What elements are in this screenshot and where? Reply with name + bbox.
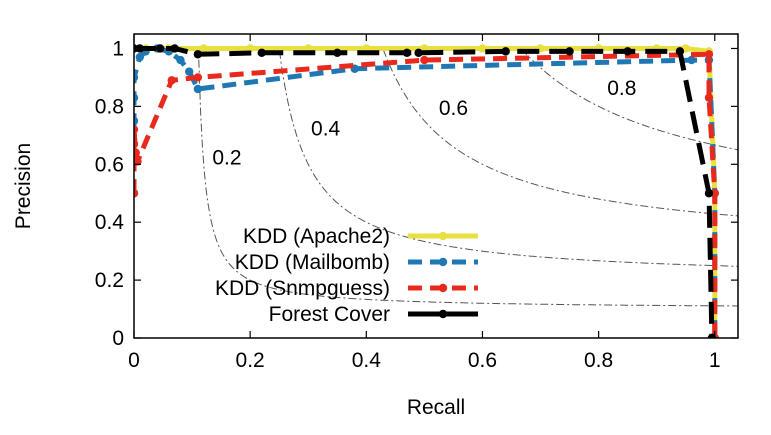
legend-marker xyxy=(438,283,448,293)
data-point xyxy=(333,48,342,58)
data-point xyxy=(245,44,255,53)
data-point xyxy=(167,76,176,85)
series-line xyxy=(134,46,718,338)
x-tick-label: 0 xyxy=(128,349,140,372)
x-tick-label: 0.8 xyxy=(584,349,613,372)
data-point xyxy=(257,48,266,58)
x-tick-label: 0.2 xyxy=(236,349,265,372)
data-point xyxy=(420,55,429,65)
x-tick-label: 1 xyxy=(709,349,721,372)
plot-frame xyxy=(133,33,739,339)
data-point xyxy=(414,48,423,58)
iso-f1-layer xyxy=(198,48,738,307)
data-point xyxy=(687,55,696,65)
data-point xyxy=(134,139,139,149)
iso-f1-curve-1 xyxy=(279,50,738,267)
x-tick-label: 0.4 xyxy=(352,349,382,372)
y-tick-label: 1 xyxy=(112,37,124,60)
y-tick-label: 0.2 xyxy=(95,269,124,292)
data-point xyxy=(710,189,719,198)
data-point xyxy=(134,157,142,166)
legend-label: Forest Cover xyxy=(269,303,390,326)
axes-layer: 0.2 0.4 0.6 0.8 0 0.2 0.4 0.6 0.8 1 0 0.2 0.4 0.6 0.8 1 xyxy=(95,34,738,372)
data-point xyxy=(193,84,203,94)
legend-label: KDD (Mailbomb) xyxy=(235,251,390,274)
series-layer xyxy=(134,44,719,338)
data-point xyxy=(170,44,179,53)
iso-f1-curve-0 xyxy=(198,59,738,307)
iso-f1-label: 0.6 xyxy=(439,97,468,120)
data-point xyxy=(134,73,139,82)
data-point xyxy=(184,67,194,76)
data-point xyxy=(565,47,574,56)
data-point xyxy=(193,73,203,82)
iso-f1-label: 0.2 xyxy=(212,146,241,169)
iso-f1-curve-3 xyxy=(521,48,738,151)
data-point xyxy=(707,333,717,338)
legend: KDD (Apache2) KDD (Mailbomb) KDD (Snmpgues… xyxy=(215,225,478,326)
data-point xyxy=(199,44,208,53)
data-point xyxy=(193,50,203,59)
y-tick-label: 0.4 xyxy=(95,211,125,234)
data-point xyxy=(176,55,185,65)
iso-f1-label: 0.8 xyxy=(607,77,636,100)
data-point xyxy=(478,44,487,53)
legend-label: KDD (Apache2) xyxy=(243,225,390,248)
legend-marker xyxy=(438,231,448,241)
series-line xyxy=(134,46,718,338)
data-point xyxy=(704,189,714,198)
y-tick-label: 0.8 xyxy=(95,95,124,118)
data-point xyxy=(675,47,685,56)
series-3 xyxy=(134,44,717,338)
legend-marker xyxy=(438,257,448,267)
legend-label: KDD (Snmpguess) xyxy=(215,277,390,300)
data-point xyxy=(134,125,139,134)
data-point xyxy=(134,189,139,198)
data-point xyxy=(623,47,632,56)
y-axis-label: Precision xyxy=(12,143,35,229)
y-tick-label: 0 xyxy=(112,327,124,350)
data-point xyxy=(704,50,714,59)
data-point xyxy=(134,93,139,102)
series-line xyxy=(134,51,718,338)
data-point xyxy=(155,44,165,53)
series-2 xyxy=(134,50,719,338)
data-point xyxy=(135,52,145,62)
iso-f1-curve-2 xyxy=(382,49,738,217)
data-point xyxy=(134,116,139,126)
y-tick-label: 0.6 xyxy=(95,153,124,176)
data-point xyxy=(704,93,714,102)
legend-marker xyxy=(438,309,448,319)
x-axis-label: Recall xyxy=(407,396,465,419)
data-point xyxy=(134,148,140,157)
data-point xyxy=(402,48,412,58)
data-point xyxy=(501,47,510,56)
x-tick-label: 0.6 xyxy=(468,349,497,372)
iso-f1-label: 0.4 xyxy=(311,117,341,140)
